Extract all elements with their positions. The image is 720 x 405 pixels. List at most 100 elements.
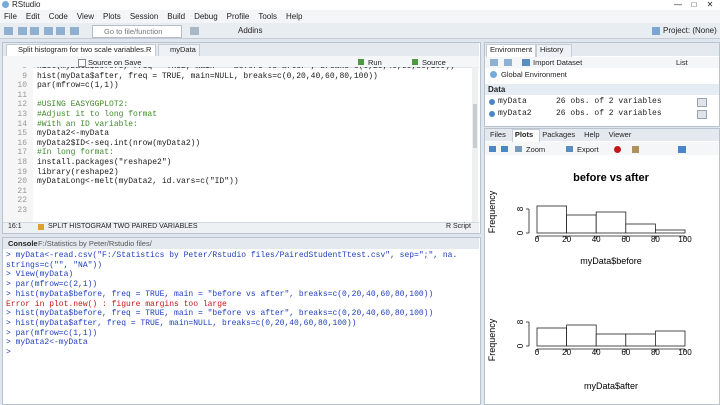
env-scope[interactable]: Global Environment xyxy=(501,70,567,79)
files-tab[interactable]: Files xyxy=(490,130,506,139)
plots-toolbar xyxy=(485,142,719,155)
toolbar-icon[interactable] xyxy=(522,59,530,66)
files-tab[interactable]: Viewer xyxy=(608,130,632,139)
toolbar-icon[interactable] xyxy=(18,27,27,35)
env-tab[interactable] xyxy=(486,44,536,57)
project-menu[interactable]: Project: (None) xyxy=(663,26,717,35)
data-icon[interactable] xyxy=(489,99,495,105)
project-icon[interactable] xyxy=(652,27,660,35)
menu-item[interactable]: View xyxy=(76,12,95,21)
menu-item[interactable]: Build xyxy=(167,12,186,21)
menu-item[interactable]: File xyxy=(4,12,17,21)
console-line: > par(mfrow=c(2,1)) xyxy=(6,280,98,290)
code-line: #USING EASYGGPLOT2: xyxy=(37,100,129,110)
console-path: F:/Statistics by Peter/Rstudio files/ xyxy=(38,239,152,248)
view-mode[interactable]: List xyxy=(676,58,688,67)
code-line: myData2<-myData xyxy=(37,129,110,139)
toolbar-icon[interactable] xyxy=(4,27,13,35)
env-toolbar xyxy=(485,57,719,68)
window-title: RStudio xyxy=(12,0,41,9)
toolbar-icon[interactable] xyxy=(490,59,498,66)
export-button[interactable]: Export xyxy=(577,145,599,154)
editor-tab[interactable] xyxy=(158,44,200,57)
addins-button[interactable]: Addins xyxy=(238,26,263,35)
clear-icon[interactable] xyxy=(614,146,621,153)
toolbar-icon[interactable] xyxy=(504,59,512,66)
object-desc: 26 obs. of 2 variables xyxy=(556,97,662,106)
object-name[interactable]: myData2 xyxy=(498,109,532,118)
zoom-button[interactable]: Zoom xyxy=(526,145,546,154)
toolbar-icon[interactable] xyxy=(190,27,199,35)
menu-item[interactable]: Tools xyxy=(258,12,278,21)
x-tick-label: 80 xyxy=(651,235,660,244)
env-tab-label[interactable]: Environment xyxy=(490,45,533,54)
menu-item[interactable]: Plots xyxy=(103,12,121,21)
nav-icon[interactable] xyxy=(489,146,496,152)
run-button[interactable]: Run xyxy=(368,58,382,67)
toolbar-icon[interactable] xyxy=(30,27,39,35)
menu-item[interactable]: Session xyxy=(129,12,159,21)
toolbar-icon[interactable] xyxy=(56,27,65,35)
toolbar-icon[interactable] xyxy=(44,27,53,35)
cursor-position: 16:1 xyxy=(8,223,22,230)
env-tab-label[interactable]: History xyxy=(540,45,564,54)
editor-tab[interactable] xyxy=(6,44,156,57)
export-icon[interactable] xyxy=(566,146,573,152)
line-number: 18 xyxy=(17,158,27,167)
line-number: 17 xyxy=(17,148,27,158)
checkbox[interactable] xyxy=(78,59,86,67)
refresh-icon[interactable] xyxy=(678,146,686,153)
menu-bar xyxy=(0,10,720,23)
x-axis-label: myData$after xyxy=(584,381,638,391)
import-dataset[interactable]: Import Dataset xyxy=(533,58,583,67)
source-on-save[interactable]: Source on Save xyxy=(88,58,142,67)
menu-item[interactable]: Code xyxy=(48,12,68,21)
object-name[interactable]: myData xyxy=(498,97,527,106)
files-tab-active[interactable] xyxy=(511,129,541,142)
editor-scroll-thumb[interactable] xyxy=(473,104,477,148)
files-tab[interactable]: Packages xyxy=(542,130,576,139)
window-control[interactable]: ✕ xyxy=(706,0,714,9)
broom-icon[interactable] xyxy=(632,146,639,153)
menu-item[interactable]: Help xyxy=(286,12,303,21)
source-button[interactable]: Source xyxy=(422,58,446,67)
files-tab[interactable]: Help xyxy=(584,130,600,139)
y-tick-label: 0 xyxy=(516,343,525,348)
code-line: #With an ID variable: xyxy=(37,119,138,129)
zoom-icon[interactable] xyxy=(515,146,522,152)
data-icon[interactable] xyxy=(489,111,495,117)
console-line: > myData<-read.csv("F:/Statistics by Pet… xyxy=(6,251,458,260)
grid-icon[interactable] xyxy=(697,110,707,119)
editor-statusbar xyxy=(3,222,479,233)
histogram-bar xyxy=(595,211,627,234)
env-tab[interactable] xyxy=(536,44,572,57)
y-axis-label: Frequency xyxy=(487,190,497,233)
goto-box[interactable] xyxy=(92,25,182,38)
line-number: 9 xyxy=(22,71,27,81)
x-tick-label: 100 xyxy=(678,348,692,357)
x-tick-label: 60 xyxy=(621,235,630,244)
file-type[interactable]: R Script xyxy=(446,223,471,230)
editor-tab-label[interactable]: myData xyxy=(170,45,196,54)
goto-field[interactable]: Go to file/function xyxy=(104,27,163,36)
section-name[interactable]: SPLIT HISTOGRAM TWO PAIRED VARIABLES xyxy=(48,223,198,230)
run-icon[interactable] xyxy=(358,59,364,65)
toolbar-icon[interactable] xyxy=(70,27,79,35)
code-line: hist(myData$before, freq = TRUE, main = … xyxy=(37,67,455,71)
menu-item[interactable]: Profile xyxy=(226,12,250,21)
source-icon[interactable] xyxy=(412,59,418,65)
menu-item[interactable]: Edit xyxy=(25,12,40,21)
window-control[interactable]: □ xyxy=(691,0,697,9)
line-number: 16 xyxy=(17,138,27,148)
r-icon xyxy=(490,71,497,78)
line-number: 10 xyxy=(17,81,27,91)
files-tab[interactable]: Plots xyxy=(514,130,534,139)
menu-item[interactable]: Debug xyxy=(194,12,218,21)
plots-pane xyxy=(484,128,720,405)
grid-icon[interactable] xyxy=(697,98,707,107)
nav-icon[interactable] xyxy=(501,146,508,152)
code-line: myData2$ID<-seq.int(nrow(myData2)) xyxy=(37,138,201,148)
x-axis-label: myData$before xyxy=(580,256,642,266)
window-control[interactable]: — xyxy=(674,0,682,9)
editor-tab-label[interactable]: Split histogram for two scale variables.… xyxy=(18,45,152,54)
